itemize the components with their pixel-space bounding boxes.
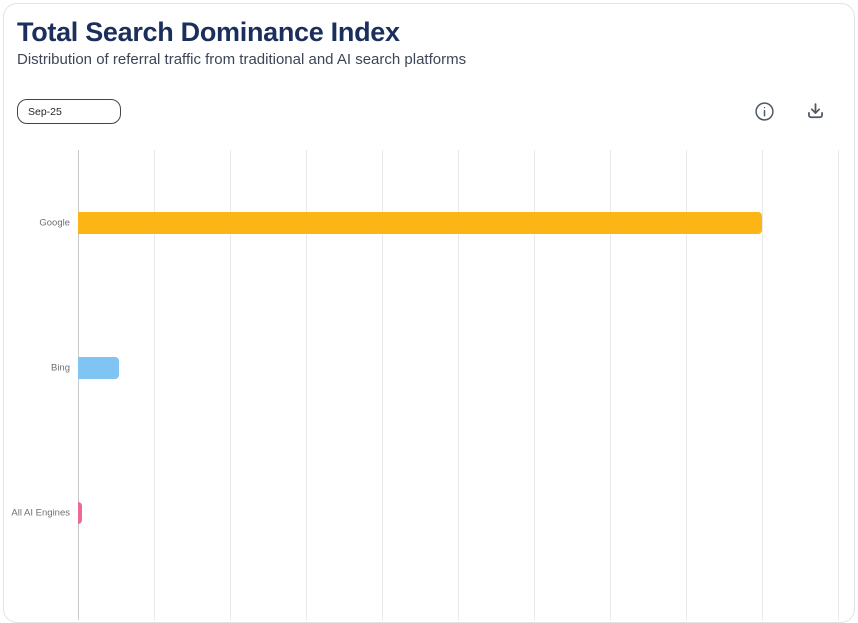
bar-chart: Google Bing All AI Engines <box>4 150 854 620</box>
gridline <box>838 150 839 620</box>
gridline <box>306 150 307 620</box>
info-icon <box>754 101 775 122</box>
toolbar-icons <box>754 101 826 122</box>
chart-row: Google <box>39 150 838 295</box>
gridline <box>154 150 155 620</box>
gridline <box>686 150 687 620</box>
gridline <box>230 150 231 620</box>
gridline <box>458 150 459 620</box>
bar-all-ai-engines[interactable] <box>78 502 82 525</box>
page-title: Total Search Dominance Index <box>17 17 400 47</box>
gridline <box>534 150 535 620</box>
chart-rows: Google Bing All AI Engines <box>11 150 838 586</box>
category-label-google: Google <box>39 217 70 229</box>
chart-row: Bing <box>51 295 838 440</box>
toolbar: Sep-25 <box>17 98 830 125</box>
chart-card: Total Search Dominance Index Distributio… <box>3 3 855 623</box>
page-subtitle: Distribution of referral traffic from tr… <box>17 51 467 69</box>
chart-row: All AI Engines <box>11 441 838 586</box>
gridline <box>762 150 763 620</box>
gridline <box>382 150 383 620</box>
download-icon <box>805 101 826 122</box>
plot-area: Google Bing All AI Engines <box>11 150 839 620</box>
gridline <box>610 150 611 620</box>
period-selector-value: Sep-25 <box>28 105 62 118</box>
bar-bing[interactable] <box>78 356 120 379</box>
download-button[interactable] <box>805 101 826 122</box>
y-axis-line <box>78 150 79 620</box>
period-selector[interactable]: Sep-25 <box>17 99 121 124</box>
card-header: Total Search Dominance Index Distributio… <box>4 4 854 70</box>
bar-google[interactable] <box>78 211 762 234</box>
category-label-all-ai-engines: All AI Engines <box>11 507 70 519</box>
info-button[interactable] <box>754 101 775 122</box>
category-label-bing: Bing <box>50 362 70 374</box>
